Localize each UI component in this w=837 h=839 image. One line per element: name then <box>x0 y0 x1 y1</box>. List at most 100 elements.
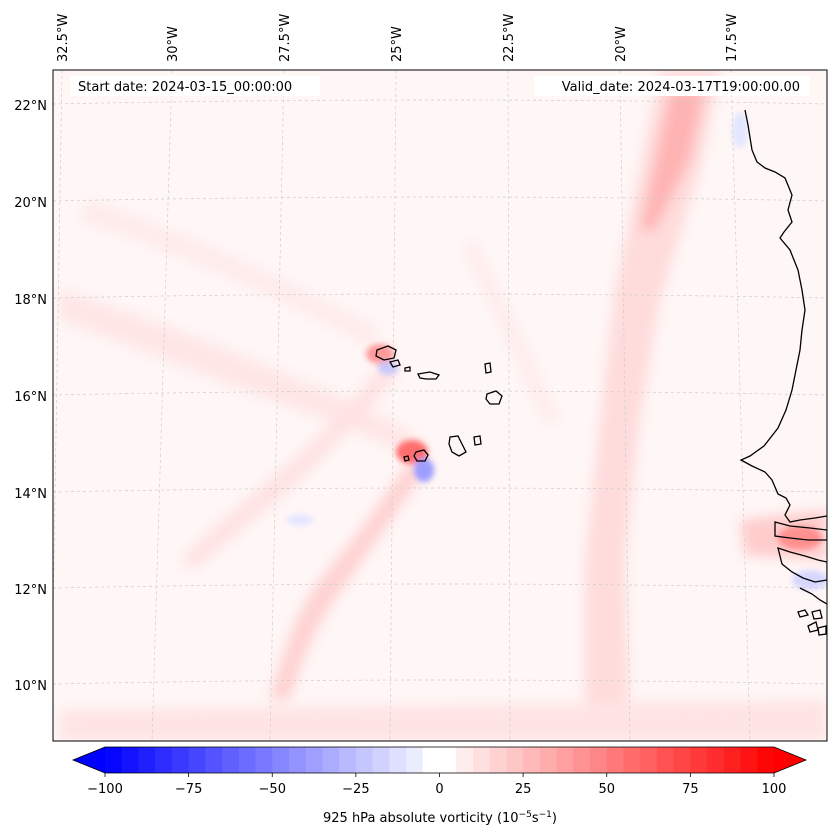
gridline-meridian <box>507 70 511 741</box>
colorbar-tick-label: −50 <box>259 782 286 797</box>
colorbar-segment <box>406 747 424 773</box>
island-brava <box>403 455 410 462</box>
island-santo-antao <box>375 345 397 361</box>
colorbar-tick-label: 25 <box>515 782 532 797</box>
island-fogo <box>413 449 429 462</box>
vorticity-band <box>640 90 705 230</box>
lon-label: 22.5°W <box>502 14 517 62</box>
vorticity-core-negative <box>378 361 398 375</box>
start-date-label: Start date: 2024-03-15_00:00:00 <box>78 80 292 95</box>
colorbar: −100 −75 −50 −25 0 25 50 75 100 925 hPa absolute… <box>71 746 808 826</box>
vorticity-field <box>60 70 827 741</box>
colorbar-segment <box>105 747 123 773</box>
colorbar-tick-label: 100 <box>762 782 787 797</box>
colorbar-segment <box>355 747 374 773</box>
colorbar-tick-label: −75 <box>175 782 202 797</box>
island-sal <box>484 362 492 374</box>
coastline-gambia <box>774 521 827 541</box>
colorbar-tick-label: 75 <box>682 782 699 797</box>
vorticity-band <box>60 700 827 741</box>
lat-label: 18°N <box>14 293 47 308</box>
colorbar-segment <box>723 747 742 773</box>
colorbar-segment <box>439 747 457 773</box>
lat-label: 20°N <box>14 196 47 211</box>
island-maio <box>473 435 482 446</box>
lon-label: 30°W <box>166 26 181 62</box>
valid-date-label: Valid_date: 2024-03-17T19:00:00.00 <box>562 80 800 95</box>
gridline-parallel <box>53 99 827 105</box>
colorbar-tick-label: 50 <box>598 782 615 797</box>
gridline-meridian <box>619 70 631 741</box>
gridline-meridian <box>151 70 173 741</box>
colorbar-segment <box>138 747 156 773</box>
colorbar-segment <box>573 747 591 773</box>
colorbar-segment <box>673 747 691 773</box>
lon-label: 20°W <box>614 26 629 62</box>
colorbar-tick-label: −100 <box>87 782 123 797</box>
map-background <box>53 70 827 741</box>
coastline-guinea-bissau <box>777 547 827 583</box>
vorticity-core-negative <box>286 514 314 526</box>
colorbar-segment <box>121 747 140 773</box>
colorbar-segment <box>305 747 324 773</box>
colorbar-segment <box>523 747 541 773</box>
vorticity-core-negative <box>414 458 434 482</box>
colorbar-segment <box>623 747 641 773</box>
colorbar-tick-label: −25 <box>342 782 369 797</box>
colorbar-segments <box>73 747 806 773</box>
map-panel: Start date: 2024-03-15_00:00:00 Valid_da… <box>53 70 827 741</box>
africa-coastline <box>739 109 827 636</box>
island-boa-vista <box>485 390 503 405</box>
gridline-parallel <box>53 487 827 493</box>
colorbar-ticks: −100 −75 −50 −25 0 25 50 75 100 <box>87 773 786 797</box>
colorbar-min-extend-arrow <box>73 747 105 773</box>
lat-label: 16°N <box>14 390 47 405</box>
colorbar-segment <box>205 747 223 773</box>
lon-label: 25°W <box>390 26 405 62</box>
vorticity-core-positive <box>778 526 822 550</box>
island-sao-nicolau <box>417 371 441 380</box>
island-santiago <box>448 435 467 457</box>
colorbar-segment <box>656 747 675 773</box>
lon-label: 17.5°W <box>725 14 740 62</box>
colorbar-segment <box>506 747 524 773</box>
colorbar-segment <box>339 747 357 773</box>
colorbar-max-extend-arrow <box>774 747 806 773</box>
lat-label: 12°N <box>14 583 47 598</box>
colorbar-segment <box>690 747 708 773</box>
gridline-parallel <box>53 196 827 202</box>
colorbar-segment <box>556 747 574 773</box>
gridline-parallel <box>53 293 827 299</box>
vorticity-band <box>585 70 720 741</box>
vorticity-core-negative <box>732 112 748 148</box>
colorbar-segment <box>472 747 491 773</box>
gridline-parallel <box>53 390 827 396</box>
coastline-bijagos <box>797 609 827 636</box>
cabo-verde-islands <box>375 345 503 462</box>
colorbar-segment <box>389 747 407 773</box>
lat-label: 14°N <box>14 487 47 502</box>
gridline-meridian <box>730 70 751 741</box>
vorticity-band <box>462 240 560 425</box>
colorbar-segment <box>740 747 758 773</box>
vorticity-band <box>270 460 425 700</box>
colorbar-segment <box>222 747 240 773</box>
coastline-guinea <box>799 587 827 605</box>
lat-label: 10°N <box>14 679 47 694</box>
colorbar-segment <box>372 747 390 773</box>
colorbar-segment <box>456 747 474 773</box>
latitude-labels: 22°N 20°N 18°N 16°N 14°N 12°N 10°N <box>14 99 47 694</box>
map-frame <box>52 69 828 742</box>
lon-label: 32.5°W <box>56 14 71 62</box>
start-date-box <box>70 76 320 96</box>
colorbar-segment <box>757 747 775 773</box>
colorbar-tick-label: 0 <box>435 782 443 797</box>
colorbar-segment <box>590 747 608 773</box>
island-santa-luzia <box>404 366 411 372</box>
colorbar-segment <box>171 747 190 773</box>
colorbar-segment <box>255 747 273 773</box>
gridline-parallel <box>53 583 827 589</box>
colorbar-segment <box>322 747 340 773</box>
colorbar-segment <box>188 747 206 773</box>
